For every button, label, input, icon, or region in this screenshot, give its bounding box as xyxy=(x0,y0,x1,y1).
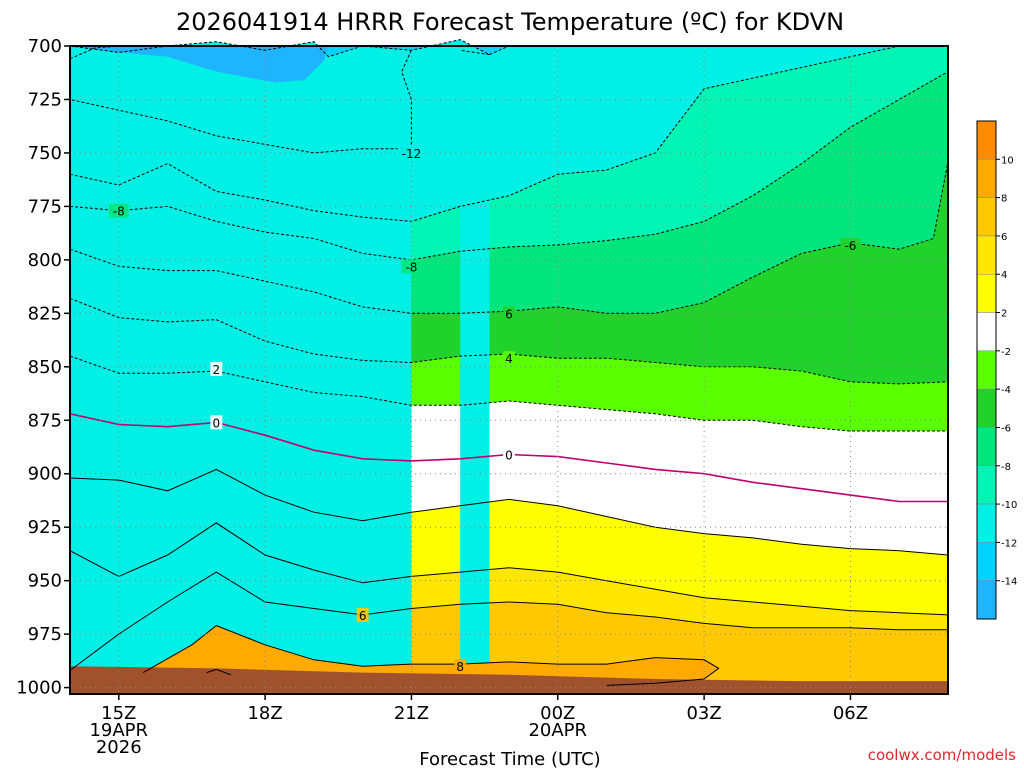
contour-line xyxy=(69,297,949,385)
contour-label: -8 xyxy=(405,260,417,274)
contour-line xyxy=(69,468,949,556)
colorbar-label: -10 xyxy=(1001,500,1017,511)
x-tick-sublabel: 2026 xyxy=(96,737,142,758)
y-tick-label: 975 xyxy=(28,624,62,645)
colorbar-swatch xyxy=(976,350,997,390)
contour-label-bg xyxy=(210,361,223,376)
ground-surface xyxy=(70,666,948,694)
y-tick-label: 750 xyxy=(28,143,62,164)
y-tick-label: 925 xyxy=(28,517,62,538)
colorbar-swatch xyxy=(976,542,997,581)
colorbar-swatch xyxy=(976,273,997,313)
y-tick-label: 825 xyxy=(28,303,62,324)
colorbar-swatch xyxy=(976,235,997,275)
contour-label: -6 xyxy=(844,239,856,253)
colorbar-swatch xyxy=(976,120,997,160)
x-tick-label: 15Z xyxy=(101,703,136,724)
contour-line xyxy=(69,39,510,58)
contour-line xyxy=(69,355,948,432)
contour-label: -8 xyxy=(113,205,125,219)
contour-line xyxy=(69,45,900,222)
x-tick-label: 21Z xyxy=(394,703,429,724)
contour-line xyxy=(69,161,949,314)
y-tick-label: 775 xyxy=(28,196,62,217)
contour-label-bg xyxy=(210,415,223,430)
contour-line xyxy=(69,71,949,261)
plot-area: -12 -8 -8 -6 6 4 2 0 0 6 8 700 725 750 775 800 825 850 875… xyxy=(16,36,949,758)
contour-line xyxy=(69,571,948,671)
colorbar-swatch xyxy=(976,427,997,467)
colorbar-label: 2 xyxy=(1001,309,1007,320)
colorbar-swatch xyxy=(976,465,997,505)
contour-label: 4 xyxy=(505,352,513,366)
colorbar-label: 6 xyxy=(1001,232,1007,243)
colorbar-swatch xyxy=(976,580,997,620)
contour-label-bg xyxy=(503,447,515,462)
field-pocket xyxy=(70,50,412,695)
credit-text: coolwx.com/models xyxy=(868,746,1016,764)
contour-label: 0 xyxy=(213,416,221,430)
colorbar-label: -4 xyxy=(1001,385,1011,396)
plot-frame xyxy=(69,45,949,695)
y-tick-label: 700 xyxy=(28,36,62,57)
x-tick-label: 06Z xyxy=(833,703,868,724)
y-tick-label: 850 xyxy=(28,357,62,378)
contour-label-bg xyxy=(108,203,129,218)
x-tick-label: 03Z xyxy=(686,703,721,724)
y-tick-label: 875 xyxy=(28,410,62,431)
contour-label: 8 xyxy=(456,660,464,674)
y-tick-label: 900 xyxy=(28,464,62,485)
contour-label-bg xyxy=(503,306,515,321)
colorbar-swatch xyxy=(976,312,997,352)
colorbar-label: 10 xyxy=(1001,155,1014,166)
chart-title: 2026041914 HRRR Forecast Temperature (ºC… xyxy=(176,8,844,36)
contour-label: 6 xyxy=(505,307,513,321)
x-tick-sublabel: 20APR xyxy=(528,720,587,741)
colorbar-label: -2 xyxy=(1001,347,1011,358)
x-tick-label: 00Z xyxy=(540,703,575,724)
colorbar-label: 8 xyxy=(1001,194,1007,205)
colorbar-swatch xyxy=(976,388,997,428)
colorbar-swatch xyxy=(976,197,997,237)
colorbar-label: -14 xyxy=(1001,577,1017,588)
field-pocket xyxy=(460,50,490,695)
contour-line xyxy=(206,668,232,676)
contour-label: 0 xyxy=(505,448,513,462)
colorbar-frame xyxy=(976,120,997,620)
y-tick-label: 1000 xyxy=(16,678,62,699)
contour-label-bg xyxy=(397,145,426,160)
y-tick-label: 950 xyxy=(28,571,62,592)
contour-label-bg xyxy=(840,237,861,252)
x-tick-label: 18Z xyxy=(247,703,282,724)
colorbar-label: 4 xyxy=(1001,270,1007,281)
x-axis-label: Forecast Time (UTC) xyxy=(419,749,600,768)
colorbar-swatch xyxy=(976,159,997,198)
contour-label-bg xyxy=(503,351,515,366)
contour-label-bg xyxy=(401,259,422,274)
colorbar-label: -8 xyxy=(1001,462,1011,473)
contour-line xyxy=(69,522,949,616)
contour-line xyxy=(142,625,720,686)
colorbar: 10 8 6 4 2 -2 -4 -6 -8 -10 -12 -14 xyxy=(976,120,1017,620)
contour-label: -12 xyxy=(402,147,422,161)
contour-line xyxy=(69,50,412,154)
y-tick-label: 800 xyxy=(28,250,62,271)
contour-label-bg xyxy=(356,607,369,622)
colorbar-swatch xyxy=(976,503,997,543)
colorbar-label: -12 xyxy=(1001,538,1017,549)
x-tick-sublabel: 19APR xyxy=(89,720,148,741)
contour-label: 2 xyxy=(213,363,221,377)
y-tick-label: 725 xyxy=(28,89,62,110)
colorbar-label: -6 xyxy=(1001,423,1011,434)
coldest-pocket xyxy=(70,46,329,83)
contour-label: 6 xyxy=(359,609,367,623)
contour-label-bg xyxy=(454,659,467,674)
